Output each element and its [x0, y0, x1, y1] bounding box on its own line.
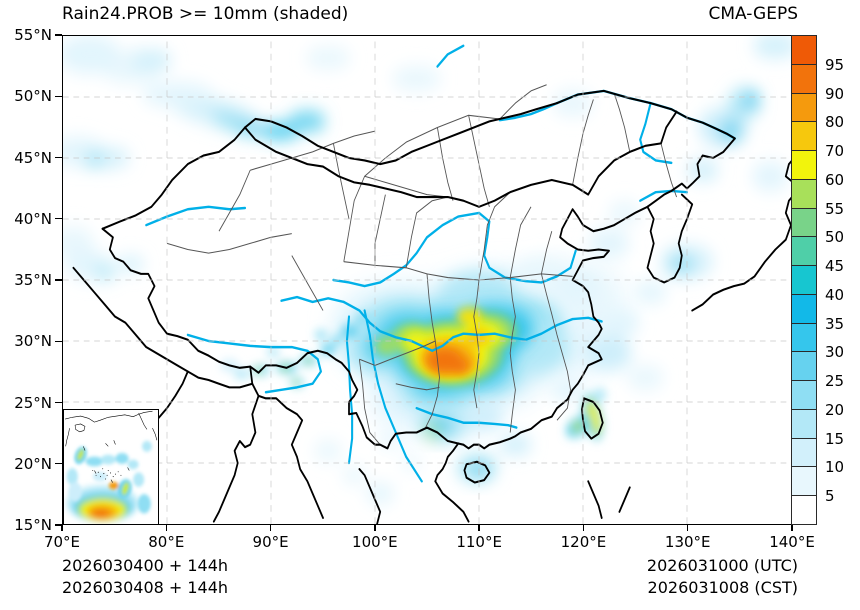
y-tick-label: 45°N: [14, 148, 52, 167]
y-tick-label: 15°N: [14, 516, 52, 534]
x-tick-mark: [61, 525, 63, 531]
x-tick-mark: [165, 525, 167, 531]
x-tick-mark: [478, 525, 480, 531]
footer-valid-utc: 2026031000 (UTC): [646, 556, 798, 575]
colorbar-band[interactable]: [791, 351, 817, 382]
model-label: CMA-GEPS: [708, 4, 798, 24]
colorbar-tick-label: 35: [825, 314, 845, 333]
colorbar-tick-label: 20: [825, 400, 845, 419]
y-tick-mark: [55, 95, 62, 97]
y-tick-mark: [55, 340, 62, 342]
x-tick-label: 140°E: [769, 533, 815, 551]
national-borders: [64, 89, 791, 524]
colorbar-tick-label: 95: [825, 55, 845, 74]
y-tick-mark: [55, 279, 62, 281]
y-tick-label: 55°N: [14, 26, 52, 44]
colorbar-band[interactable]: [791, 178, 817, 209]
y-tick-mark: [55, 463, 62, 465]
colorbar-tick-label: 10: [825, 458, 845, 477]
colorbar-tick-label: 25: [825, 372, 845, 391]
y-tick-label: 40°N: [14, 209, 52, 228]
colorbar-band[interactable]: [791, 207, 817, 238]
colorbar-band[interactable]: [791, 408, 817, 439]
x-tick-mark: [791, 525, 793, 531]
precip-shading: [63, 36, 791, 504]
x-tick-label: 120°E: [560, 533, 607, 551]
south-china-sea-inset: [63, 409, 159, 524]
colorbar-band[interactable]: [791, 437, 817, 468]
colorbar-band[interactable]: [791, 121, 817, 152]
colorbar-band[interactable]: [791, 322, 817, 353]
y-tick-mark: [55, 524, 62, 526]
colorbar-band[interactable]: [791, 466, 817, 497]
colorbar-band[interactable]: [791, 34, 817, 65]
colorbar-band[interactable]: [791, 63, 817, 94]
colorbar-tick-label: 15: [825, 429, 845, 448]
colorbar-tick-label: 55: [825, 199, 845, 218]
y-tick-label: 25°N: [14, 393, 52, 412]
x-tick-label: 110°E: [456, 533, 502, 551]
colorbar-band[interactable]: [791, 149, 817, 180]
map-plot-area: [62, 35, 792, 525]
y-tick-mark: [55, 34, 62, 36]
y-tick-mark: [55, 156, 62, 159]
colorbar-band[interactable]: [791, 293, 817, 324]
y-tick-label: 35°N: [14, 271, 52, 289]
x-tick-label: 90°E: [252, 533, 289, 551]
colorbar-tick-label: 5: [825, 487, 835, 506]
x-tick-label: 130°E: [664, 533, 711, 551]
x-tick-mark: [687, 525, 689, 531]
x-tick-mark: [582, 525, 585, 531]
x-tick-mark: [374, 525, 376, 531]
colorbar-tick-label: 60: [825, 170, 845, 189]
colorbar-tick-label: 80: [825, 113, 845, 132]
y-tick-label: 20°N: [14, 454, 52, 473]
y-tick-mark: [55, 218, 62, 220]
reef-dots: [92, 468, 122, 480]
x-tick-label: 70°E: [43, 533, 81, 551]
page-title: Rain24.PROB >= 10mm (shaded): [62, 4, 349, 24]
inset-svg: [65, 410, 158, 522]
colorbar-band[interactable]: [791, 380, 817, 410]
colorbar-tick-label: 40: [825, 285, 845, 304]
grid-lines: [63, 36, 791, 524]
x-tick-label: 80°E: [148, 533, 185, 551]
y-tick-label: 30°N: [14, 332, 52, 351]
colorbar-tick-label: 70: [825, 142, 845, 161]
footer-valid-cst: 2026031008 (CST): [647, 578, 798, 597]
x-tick-label: 100°E: [352, 533, 398, 551]
footer-init-utc: 2026030400 + 144h: [62, 556, 229, 575]
colorbar-tick-label: 50: [825, 228, 845, 247]
colorbar-tick-label: 45: [825, 257, 845, 276]
colorbar-band[interactable]: [791, 264, 817, 295]
colorbar[interactable]: 5 10 15 20 25 30 35 40 45 50 55 60 70 80 90 95: [791, 34, 844, 525]
map-svg: [63, 36, 791, 524]
colorbar-band[interactable]: [791, 236, 817, 267]
x-tick-mark: [269, 525, 272, 531]
colorbar-tick-label: 90: [825, 84, 845, 103]
colorbar-tick-label: 30: [825, 343, 845, 362]
y-tick-mark: [55, 401, 62, 404]
colorbar-band[interactable]: [791, 92, 817, 123]
footer-init-cst: 2026030408 + 144h: [62, 578, 229, 597]
y-tick-label: 50°N: [14, 87, 52, 106]
colorbar-band[interactable]: [791, 495, 817, 525]
